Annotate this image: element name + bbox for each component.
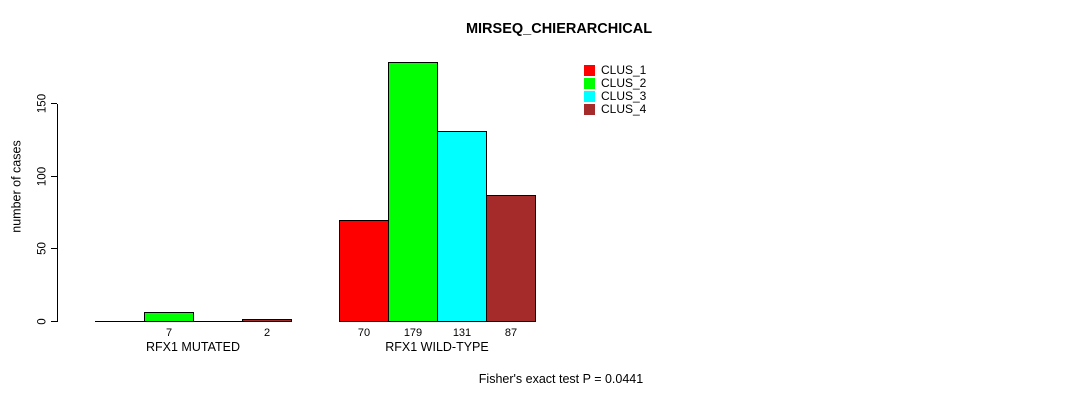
legend-item: CLUS_2 [584, 77, 646, 90]
legend-item: CLUS_1 [584, 64, 646, 77]
y-axis-label: number of cases [9, 140, 24, 233]
y-tick [51, 248, 57, 249]
y-tick-label: 0 [36, 318, 49, 325]
y-tick [51, 321, 57, 322]
legend-swatch [584, 104, 595, 115]
legend-swatch [584, 78, 595, 89]
y-axis-line [57, 104, 58, 322]
y-tick [51, 176, 57, 177]
bar [437, 131, 487, 322]
legend-label: CLUS_1 [601, 63, 647, 77]
legend-swatch [584, 65, 595, 76]
y-tick [51, 103, 57, 104]
legend-item: CLUS_4 [584, 103, 646, 116]
bar-value-label: 87 [504, 327, 518, 339]
bar [486, 195, 536, 322]
legend-label: CLUS_3 [601, 89, 647, 103]
bar-value-label: 131 [452, 327, 472, 339]
legend-label: CLUS_2 [601, 76, 647, 90]
y-tick-label: 150 [36, 93, 49, 114]
bar [242, 319, 292, 322]
x-group-label: RFX1 WILD-TYPE [385, 340, 489, 354]
bar-value-label: 70 [357, 327, 371, 339]
bar [388, 62, 438, 322]
x-group-label: RFX1 MUTATED [146, 340, 240, 354]
legend-item: CLUS_3 [584, 90, 646, 103]
stat-text: Fisher's exact test P = 0.0441 [478, 372, 644, 386]
zero-height-bar [95, 321, 145, 322]
y-tick-label: 50 [36, 242, 49, 255]
bar-value-label: 179 [403, 327, 423, 339]
legend: CLUS_1 CLUS_2 CLUS_3 CLUS_4 [584, 64, 646, 116]
bar [339, 220, 389, 322]
bar-value-label: 2 [263, 327, 271, 339]
legend-swatch [584, 91, 595, 102]
zero-height-bar [193, 321, 243, 322]
chart-title: MIRSEQ_CHIERARCHICAL [465, 21, 653, 37]
bar [144, 312, 194, 322]
y-tick-label: 100 [36, 166, 49, 187]
legend-label: CLUS_4 [601, 102, 647, 116]
bar-value-label: 7 [165, 327, 173, 339]
